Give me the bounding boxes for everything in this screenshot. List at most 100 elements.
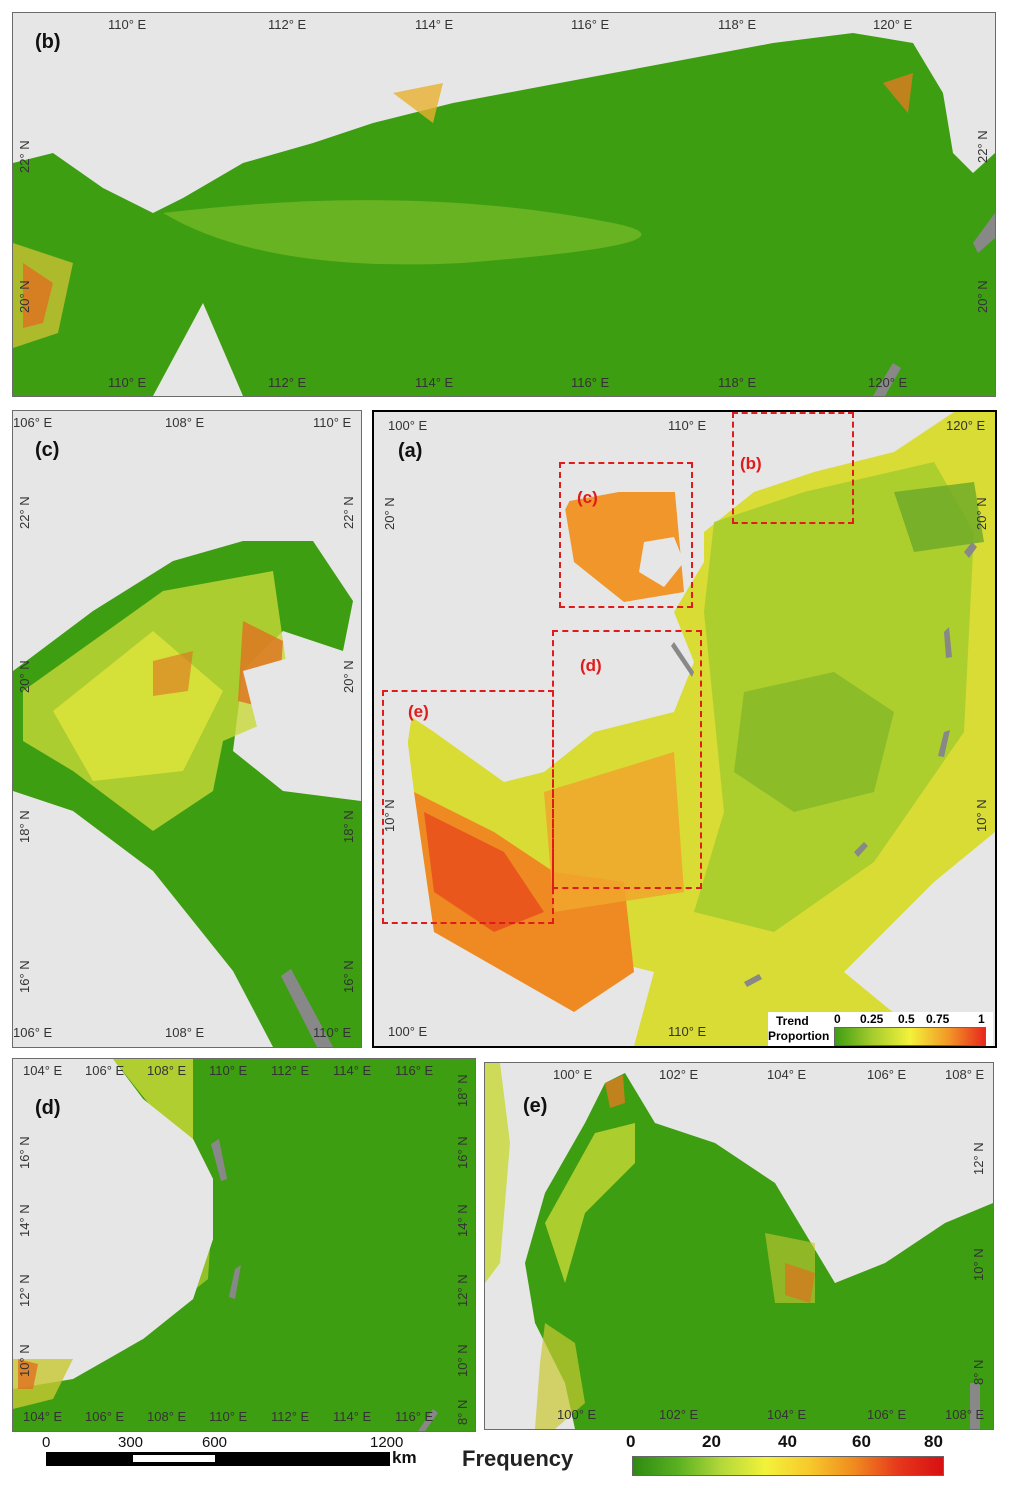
panel-c-top-tick: 108° E: [165, 415, 205, 430]
panel-a-right-tick: 10° N: [974, 799, 989, 832]
panel-b-left-tick: 20° N: [17, 280, 32, 313]
frequency-legend-tick: 80: [924, 1432, 943, 1451]
region-box-c: [559, 462, 693, 608]
panel-b-top-tick: 112° E: [268, 17, 307, 32]
panel-d-map: [13, 1059, 475, 1431]
panel-e-bottom-tick: 104° E: [767, 1407, 807, 1422]
region-label-b: (b): [740, 454, 762, 473]
panel-d-label: (d): [35, 1097, 61, 1119]
region-box-e: [382, 690, 554, 924]
scale-unit: km: [392, 1448, 417, 1467]
panel-d-top-tick: 114° E: [333, 1063, 372, 1078]
panel-e-right-tick: 8° N: [971, 1359, 986, 1385]
panel-c-map: [13, 411, 361, 1047]
map-panel-a: (b) (c) (d) (e) (a) 100° E 110° E 120° E…: [372, 410, 997, 1048]
scale-tick: 1200: [370, 1434, 404, 1451]
panel-d-bottom-tick: 116° E: [395, 1409, 434, 1424]
panel-b-bottom-tick: 114° E: [415, 375, 454, 390]
region-label-d: (d): [580, 656, 602, 675]
panel-c-right-tick: 22° N: [341, 496, 356, 529]
panel-d-bottom-tick: 104° E: [23, 1409, 63, 1424]
region-box-b: [732, 412, 854, 524]
region-label-e: (e): [408, 702, 429, 721]
panel-d-right-tick: 16° N: [455, 1136, 470, 1169]
panel-d-right-tick: 8° N: [455, 1399, 470, 1425]
panel-c-left-tick: 20° N: [17, 660, 32, 693]
panel-a-left-tick: 20° N: [382, 497, 397, 530]
panel-b-top-tick: 120° E: [873, 17, 913, 32]
panel-c-left-tick: 16° N: [17, 960, 32, 993]
panel-b-map: [13, 13, 995, 396]
panel-e-right-tick: 10° N: [971, 1248, 986, 1281]
panel-a-map: [374, 412, 995, 1046]
panel-b-top-tick: 118° E: [718, 17, 757, 32]
trend-legend-tick: 0.75: [926, 1012, 950, 1026]
panel-d-left-tick: 12° N: [17, 1274, 32, 1307]
scale-tick: 300: [118, 1434, 144, 1451]
panel-a-top-tick: 100° E: [388, 418, 428, 433]
panel-e-map: [485, 1063, 993, 1429]
panel-b-bottom-tick: 120° E: [868, 375, 908, 390]
panel-b-top-tick: 110° E: [108, 17, 147, 32]
trend-legend: Trend Proportion 0 0.25 0.5 0.75 1: [768, 1012, 993, 1046]
panel-c-bottom-tick: 108° E: [165, 1025, 205, 1040]
panel-b-top-tick: 114° E: [415, 17, 454, 32]
panel-d-right-tick: 12° N: [455, 1274, 470, 1307]
frequency-legend-tick: 40: [778, 1432, 797, 1451]
panel-e-bottom-tick: 106° E: [867, 1407, 907, 1422]
scale-bar-segment: [133, 1455, 215, 1462]
map-panel-b: (b) 110° E 112° E 114° E 116° E 118° E 1…: [12, 12, 996, 397]
trend-legend-title: Trend: [776, 1014, 809, 1028]
trend-legend-tick: 0.5: [898, 1012, 915, 1026]
panel-c-top-tick: 106° E: [13, 415, 53, 430]
panel-b-top-tick: 116° E: [571, 17, 610, 32]
map-panel-e: (e) 100° E 102° E 104° E 106° E 108° E 1…: [484, 1062, 994, 1430]
panel-b-left-tick: 22° N: [17, 140, 32, 173]
panel-d-bottom-tick: 106° E: [85, 1409, 125, 1424]
panel-a-top-tick: 120° E: [946, 418, 986, 433]
map-panel-d: (d) 104° E 106° E 108° E 110° E 112° E 1…: [12, 1058, 476, 1432]
panel-a-left-tick: 10° N: [382, 799, 397, 832]
panel-c-left-tick: 18° N: [17, 810, 32, 843]
region-box-d: [552, 630, 702, 889]
panel-d-right-tick: 14° N: [455, 1204, 470, 1237]
panel-e-bottom-tick: 108° E: [945, 1407, 985, 1422]
panel-c-bottom-tick: 110° E: [313, 1025, 352, 1040]
panel-d-left-tick: 14° N: [17, 1204, 32, 1237]
panel-c-right-tick: 20° N: [341, 660, 356, 693]
panel-c-top-tick: 110° E: [313, 415, 352, 430]
scale-tick: 0: [42, 1434, 51, 1451]
panel-e-top-tick: 108° E: [945, 1067, 985, 1082]
panel-a-top-tick: 110° E: [668, 418, 707, 433]
trend-legend-tick: 0: [834, 1012, 841, 1026]
scale-bar: [46, 1452, 390, 1466]
panel-b-right-tick: 22° N: [975, 130, 990, 163]
panel-a-right-tick: 20° N: [974, 497, 989, 530]
frequency-legend-tick: 20: [702, 1432, 721, 1451]
panel-b-bottom-tick: 110° E: [108, 375, 147, 390]
panel-e-bottom-tick: 100° E: [557, 1407, 597, 1422]
panel-d-right-tick: 10° N: [455, 1344, 470, 1377]
frequency-legend-title: Frequency: [462, 1446, 574, 1471]
frequency-legend-tick: 60: [852, 1432, 871, 1451]
panel-a-bottom-tick: 100° E: [388, 1024, 428, 1039]
frequency-legend-tick: 0: [626, 1432, 636, 1451]
panel-d-right-tick: 18° N: [455, 1074, 470, 1107]
panel-d-top-tick: 110° E: [209, 1063, 248, 1078]
panel-b-bottom-tick: 116° E: [571, 375, 610, 390]
panel-d-top-tick: 112° E: [271, 1063, 310, 1078]
panel-b-right-tick: 20° N: [975, 280, 990, 313]
panel-a-label: (a): [398, 440, 423, 462]
panel-e-bottom-tick: 102° E: [659, 1407, 699, 1422]
panel-c-label: (c): [35, 439, 60, 461]
trend-legend-tick: 0.25: [860, 1012, 884, 1026]
panel-b-label: (b): [35, 31, 61, 53]
trend-legend-bar: [834, 1027, 986, 1046]
panel-d-top-tick: 116° E: [395, 1063, 434, 1078]
panel-e-top-tick: 106° E: [867, 1067, 907, 1082]
panel-c-right-tick: 16° N: [341, 960, 356, 993]
frequency-legend-bar: [632, 1456, 944, 1476]
panel-e-right-tick: 12° N: [971, 1142, 986, 1175]
panel-b-bottom-tick: 118° E: [718, 375, 757, 390]
panel-c-right-tick: 18° N: [341, 810, 356, 843]
